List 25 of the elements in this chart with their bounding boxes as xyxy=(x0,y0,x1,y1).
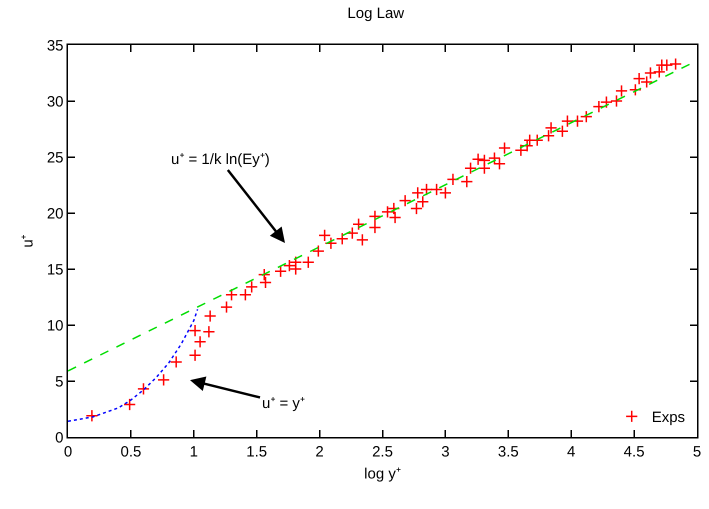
x-tick-label: 5 xyxy=(692,444,702,460)
x-tick-label: 4 xyxy=(567,444,576,460)
y-tick-label: 20 xyxy=(46,205,64,222)
y-tick-label: 5 xyxy=(55,373,64,390)
x-tick-label: 2.5 xyxy=(372,444,393,460)
annotation: u⁺ = 1/k ln(Ey⁺) xyxy=(171,151,270,168)
line-series xyxy=(68,308,198,422)
y-tick-label: 15 xyxy=(46,261,64,278)
x-tick-label: 3 xyxy=(441,444,450,460)
x-tick-label: 4.5 xyxy=(624,444,645,460)
x-tick-label: 1.5 xyxy=(246,444,268,460)
legend-label: Exps xyxy=(652,409,686,426)
x-tick-label: 0.5 xyxy=(120,444,142,460)
x-tick-label: 1 xyxy=(190,444,198,460)
x-tick-label: 3.5 xyxy=(498,444,519,460)
y-tick-label: 25 xyxy=(46,149,64,166)
y-axis-title: u⁺ xyxy=(19,234,36,248)
x-axis-title: log y⁺ xyxy=(364,465,401,482)
x-tick-label: 2 xyxy=(315,444,324,460)
chart-title: Log Law xyxy=(347,5,404,22)
annotation: u⁺ = y⁺ xyxy=(262,395,305,412)
y-tick-label: 0 xyxy=(55,429,64,446)
y-tick-label: 35 xyxy=(46,37,64,54)
y-tick-label: 10 xyxy=(46,317,64,334)
y-tick-label: 30 xyxy=(46,93,64,110)
